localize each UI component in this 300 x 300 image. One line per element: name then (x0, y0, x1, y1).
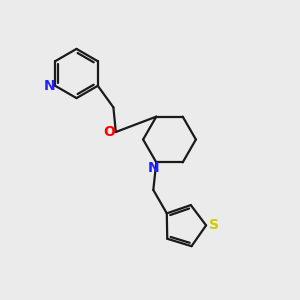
Text: N: N (148, 161, 160, 175)
Text: S: S (208, 218, 219, 233)
Text: O: O (103, 125, 115, 139)
Text: N: N (44, 80, 56, 93)
